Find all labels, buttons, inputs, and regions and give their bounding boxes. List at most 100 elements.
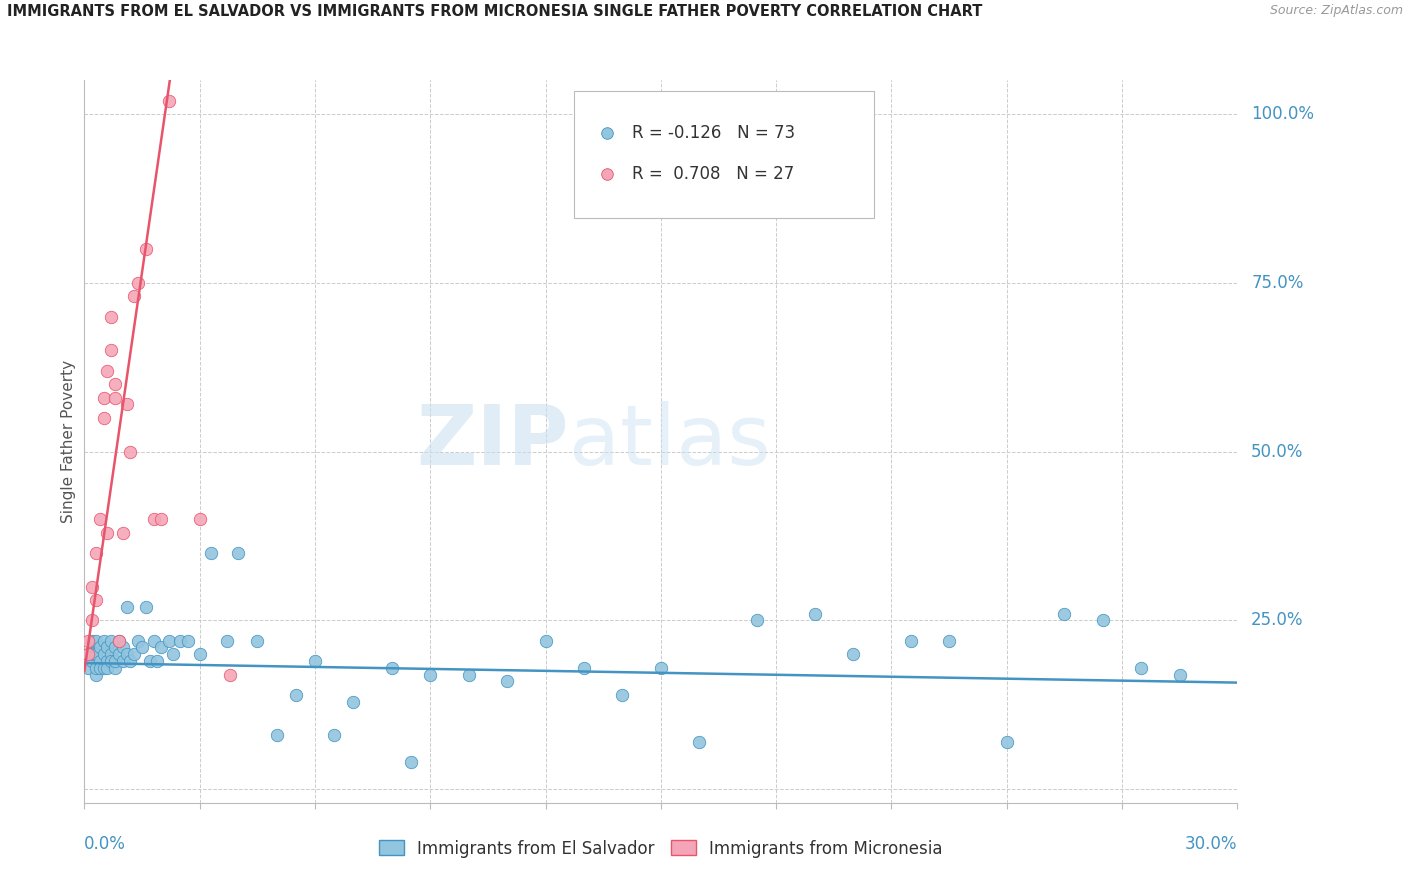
Point <box>104 391 127 405</box>
Point <box>1053 607 1076 621</box>
Point <box>266 728 288 742</box>
Point <box>77 647 100 661</box>
Point <box>84 667 107 681</box>
Text: R =  0.708   N = 27: R = 0.708 N = 27 <box>633 165 794 183</box>
Point <box>111 640 134 655</box>
Text: R = -0.126   N = 73: R = -0.126 N = 73 <box>633 124 796 142</box>
Point <box>77 661 100 675</box>
Legend: Immigrants from El Salvador, Immigrants from Micronesia: Immigrants from El Salvador, Immigrants … <box>373 833 949 864</box>
Point <box>84 633 107 648</box>
Point <box>138 654 160 668</box>
Point <box>115 647 138 661</box>
Point <box>803 607 825 621</box>
Point <box>100 654 122 668</box>
Point <box>96 525 118 540</box>
Point <box>84 647 107 661</box>
Point <box>115 599 138 614</box>
Point <box>157 94 180 108</box>
Point <box>104 377 127 392</box>
Point <box>100 633 122 648</box>
Point <box>89 661 111 675</box>
Point <box>496 674 519 689</box>
Point <box>89 654 111 668</box>
Point <box>89 512 111 526</box>
Point <box>399 756 422 770</box>
Point <box>157 633 180 648</box>
Point <box>1130 661 1153 675</box>
Point <box>304 654 326 668</box>
Point <box>124 289 146 303</box>
Point <box>80 647 103 661</box>
Text: 25.0%: 25.0% <box>1251 612 1303 630</box>
Point <box>77 647 100 661</box>
Point <box>215 633 238 648</box>
Point <box>1168 667 1191 681</box>
FancyBboxPatch shape <box>575 91 875 218</box>
Point <box>135 599 157 614</box>
Point <box>93 661 115 675</box>
Point <box>938 633 960 648</box>
Point <box>150 640 173 655</box>
Point <box>177 633 200 648</box>
Point <box>100 647 122 661</box>
Point <box>93 647 115 661</box>
Point <box>419 667 441 681</box>
Point <box>900 633 922 648</box>
Text: 30.0%: 30.0% <box>1185 835 1237 854</box>
Point <box>162 647 184 661</box>
Point <box>457 667 479 681</box>
Point <box>80 614 103 628</box>
Point <box>93 391 115 405</box>
Point <box>93 411 115 425</box>
Text: 100.0%: 100.0% <box>1251 105 1315 123</box>
Point <box>80 654 103 668</box>
Point <box>342 694 364 708</box>
Point <box>108 633 131 648</box>
Point <box>84 546 107 560</box>
Point <box>115 397 138 411</box>
Point <box>1091 614 1114 628</box>
Point <box>111 525 134 540</box>
Point <box>96 661 118 675</box>
Point <box>89 640 111 655</box>
Point <box>169 633 191 648</box>
Text: atlas: atlas <box>568 401 770 482</box>
Y-axis label: Single Father Poverty: Single Father Poverty <box>60 360 76 523</box>
Point <box>104 640 127 655</box>
Text: Source: ZipAtlas.com: Source: ZipAtlas.com <box>1270 4 1403 18</box>
Point <box>104 661 127 675</box>
Point <box>188 512 211 526</box>
Point <box>142 633 165 648</box>
Point <box>612 688 634 702</box>
Text: IMMIGRANTS FROM EL SALVADOR VS IMMIGRANTS FROM MICRONESIA SINGLE FATHER POVERTY : IMMIGRANTS FROM EL SALVADOR VS IMMIGRANT… <box>7 4 983 20</box>
Point <box>111 654 134 668</box>
Point <box>120 654 142 668</box>
Point <box>84 661 107 675</box>
Point <box>120 444 142 458</box>
Point <box>104 654 127 668</box>
Text: 0.0%: 0.0% <box>84 835 127 854</box>
Point <box>108 647 131 661</box>
Point <box>745 614 768 628</box>
Point <box>534 633 557 648</box>
Point <box>381 661 404 675</box>
Point <box>80 633 103 648</box>
Point <box>127 276 149 290</box>
Point <box>572 661 595 675</box>
Point <box>226 546 249 560</box>
Text: ZIP: ZIP <box>416 401 568 482</box>
Point <box>131 640 153 655</box>
Text: 75.0%: 75.0% <box>1251 274 1303 292</box>
Point <box>96 640 118 655</box>
Point <box>150 512 173 526</box>
Point <box>688 735 710 749</box>
Point <box>842 647 865 661</box>
Point <box>124 647 146 661</box>
Point <box>80 580 103 594</box>
Point <box>135 242 157 256</box>
Point <box>84 593 107 607</box>
Point <box>100 343 122 358</box>
Point <box>323 728 346 742</box>
Point <box>93 633 115 648</box>
Point <box>96 364 118 378</box>
